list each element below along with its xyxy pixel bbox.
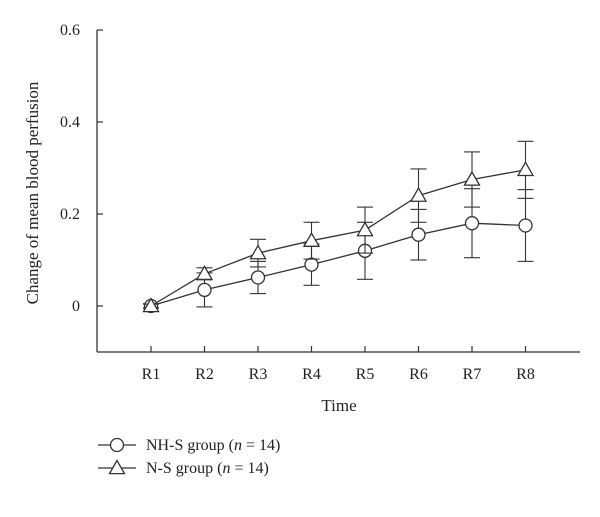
x-tick-label: R8	[516, 366, 535, 383]
data-point	[464, 216, 480, 231]
data-point	[518, 218, 533, 233]
legend-item: N-S group (n = 14)	[98, 459, 269, 477]
data-point	[250, 270, 266, 285]
series-line	[150, 169, 526, 307]
data-point	[197, 282, 212, 298]
legend-label: N-S group (n = 14)	[146, 460, 269, 477]
y-tick-label: 0.2	[60, 206, 80, 223]
data-point	[463, 170, 481, 186]
data-point	[356, 221, 374, 237]
data-point	[195, 264, 214, 281]
y-tick-label: 0.4	[60, 114, 80, 131]
x-tick-label: R3	[249, 366, 268, 383]
legend-marker	[108, 459, 126, 475]
legend-item: NH-S group (n = 14)	[98, 437, 280, 454]
data-point	[409, 186, 428, 202]
x-tick-label: R5	[356, 366, 375, 383]
data-point	[411, 227, 426, 242]
y-tick-label: 0	[72, 298, 80, 315]
x-axis-ticks: R1 R2 R3 R4 R5 R6 R7 R8	[142, 346, 535, 383]
series-line	[150, 222, 526, 307]
series-layer	[142, 140, 535, 314]
data-point	[304, 257, 319, 272]
legend: NH-S group (n = 14) N-S group (n = 14)	[98, 437, 280, 477]
legend-label: NH-S group (n = 14)	[146, 437, 280, 454]
axes	[96, 30, 580, 353]
x-axis-title: Time	[321, 396, 356, 415]
y-axis-title: Change of mean blood perfusion	[23, 81, 42, 304]
y-axis-ticks: 0 0.2 0.4 0.6	[60, 22, 103, 315]
data-point	[249, 244, 267, 260]
data-point	[302, 231, 321, 247]
x-tick-label: R7	[463, 366, 482, 383]
data-point	[516, 161, 535, 177]
series-n-s	[142, 140, 535, 313]
y-tick-label: 0.6	[60, 22, 80, 39]
x-tick-label: R6	[409, 366, 428, 383]
data-point	[142, 297, 160, 313]
legend-marker	[109, 437, 125, 453]
x-tick-label: R1	[142, 366, 161, 383]
x-tick-label: R2	[195, 366, 214, 383]
x-tick-label: R4	[302, 366, 321, 383]
